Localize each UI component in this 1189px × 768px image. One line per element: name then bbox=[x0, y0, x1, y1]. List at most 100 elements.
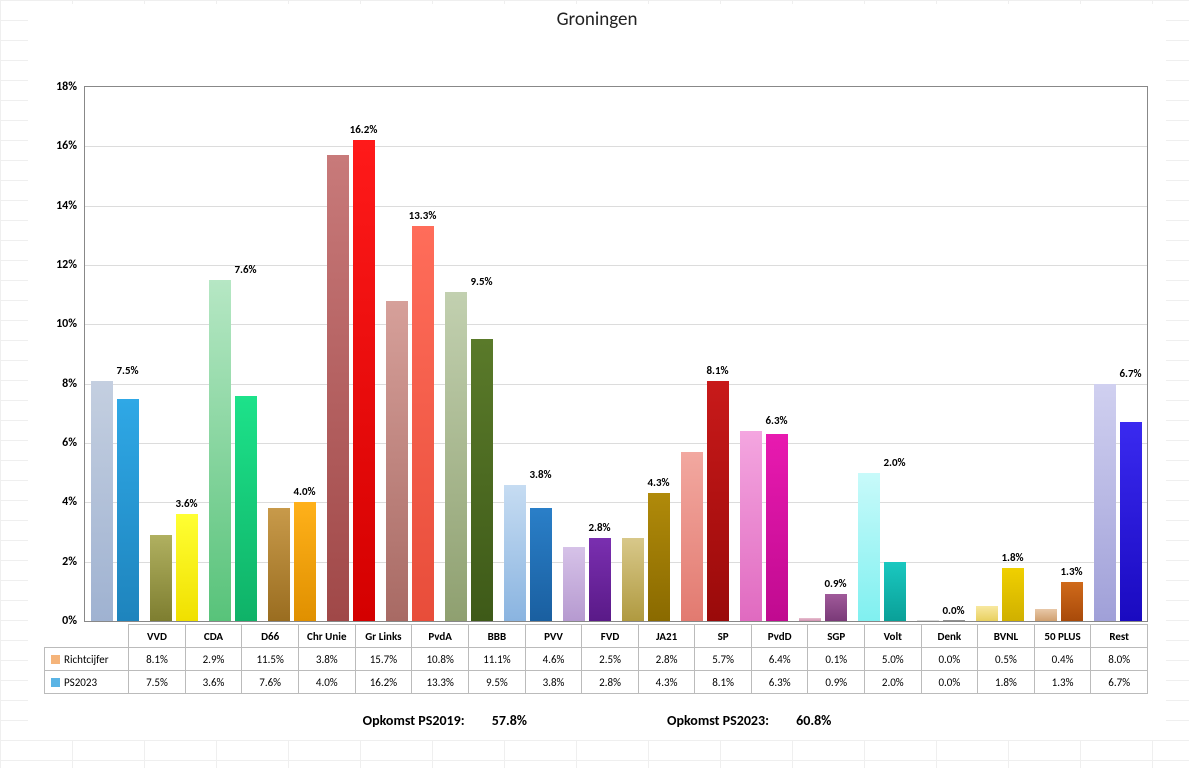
table-cell: 7.6% bbox=[242, 671, 299, 694]
table-cell: 2.9% bbox=[185, 648, 242, 671]
opkomst-2023-value: 60.8% bbox=[796, 712, 831, 729]
table-cell: 4.3% bbox=[638, 671, 695, 694]
table-cell: 7.5% bbox=[129, 671, 186, 694]
table-cell: 1.3% bbox=[1034, 671, 1091, 694]
chart-footer: Opkomst PS2019: 57.8% Opkomst PS2023: 60… bbox=[28, 712, 1166, 736]
y-tick-label: 6% bbox=[62, 436, 85, 450]
y-tick-label: 4% bbox=[62, 495, 85, 509]
table-cell: 13.3% bbox=[412, 671, 469, 694]
opkomst-2023-label: Opkomst PS2023: bbox=[667, 712, 769, 729]
bar-value-label: 2.0% bbox=[883, 456, 905, 469]
table-header-cell: FVD bbox=[582, 625, 639, 648]
table-cell: 10.8% bbox=[412, 648, 469, 671]
table-header-cell: Rest bbox=[1091, 625, 1148, 648]
table-header-cell: BBB bbox=[469, 625, 526, 648]
legend-swatch bbox=[51, 678, 60, 687]
table-cell: 1.8% bbox=[978, 671, 1035, 694]
bar-value-label: 3.8% bbox=[529, 468, 551, 481]
bar-value-label: 9.5% bbox=[470, 275, 492, 288]
bar-value-label: 3.6% bbox=[175, 497, 197, 510]
plot-area: 7.5%3.6%7.6%4.0%16.2%13.3%9.5%3.8%2.8%4.… bbox=[84, 86, 1148, 622]
bar-ps2023 bbox=[176, 514, 198, 621]
table-cell: 3.8% bbox=[299, 648, 356, 671]
bar-value-label: 13.3% bbox=[409, 209, 437, 222]
table-header-cell: Gr Links bbox=[355, 625, 412, 648]
bar-richtcijfer bbox=[681, 452, 703, 621]
table-cell: 3.8% bbox=[525, 671, 582, 694]
table-cell: 4.6% bbox=[525, 648, 582, 671]
bar-value-label: 6.3% bbox=[765, 414, 787, 427]
table-cell: 8.1% bbox=[695, 671, 752, 694]
bar-ps2023 bbox=[353, 140, 375, 621]
table-cell: 0.0% bbox=[921, 671, 978, 694]
bar-richtcijfer bbox=[740, 431, 762, 621]
table-cell: 4.0% bbox=[299, 671, 356, 694]
gridline bbox=[85, 384, 1147, 385]
legend-cell: PS2023 bbox=[45, 671, 129, 694]
table-cell: 2.8% bbox=[638, 648, 695, 671]
table-header-cell: PVV bbox=[525, 625, 582, 648]
bar-richtcijfer bbox=[1094, 384, 1116, 621]
gridline bbox=[85, 324, 1147, 325]
table-cell: 5.7% bbox=[695, 648, 752, 671]
y-tick-label: 8% bbox=[62, 377, 85, 391]
y-tick-label: 10% bbox=[56, 317, 85, 331]
table-cell: 9.5% bbox=[469, 671, 526, 694]
bar-richtcijfer bbox=[268, 508, 290, 621]
chart-container: Groningen 7.5%3.6%7.6%4.0%16.2%13.3%9.5%… bbox=[28, 4, 1166, 740]
bar-value-label: 1.8% bbox=[1001, 551, 1023, 564]
table-header-cell: JA21 bbox=[638, 625, 695, 648]
table-header-cell: CDA bbox=[185, 625, 242, 648]
bar-richtcijfer bbox=[622, 538, 644, 621]
bar-richtcijfer bbox=[563, 547, 585, 621]
table-cell: 0.0% bbox=[921, 648, 978, 671]
table-header-cell: Denk bbox=[921, 625, 978, 648]
bar-ps2023 bbox=[412, 226, 434, 621]
table-cell: 2.5% bbox=[582, 648, 639, 671]
table-cell: 0.9% bbox=[808, 671, 865, 694]
bar-ps2023 bbox=[884, 562, 906, 621]
legend-cell: Richtcijfer bbox=[45, 648, 129, 671]
bar-ps2023 bbox=[766, 434, 788, 621]
bar-richtcijfer bbox=[976, 606, 998, 621]
table-corner bbox=[45, 625, 129, 648]
bar-ps2023 bbox=[294, 502, 316, 621]
table-cell: 11.5% bbox=[242, 648, 299, 671]
bar-ps2023 bbox=[943, 620, 965, 621]
bar-richtcijfer bbox=[327, 155, 349, 621]
table-cell: 5.0% bbox=[865, 648, 922, 671]
bars-layer: 7.5%3.6%7.6%4.0%16.2%13.3%9.5%3.8%2.8%4.… bbox=[85, 87, 1147, 621]
table-cell: 11.1% bbox=[469, 648, 526, 671]
gridline bbox=[85, 206, 1147, 207]
bar-value-label: 1.3% bbox=[1060, 565, 1082, 578]
table-cell: 6.3% bbox=[751, 671, 808, 694]
bar-ps2023 bbox=[471, 339, 493, 621]
table-header-cell: Chr Unie bbox=[299, 625, 356, 648]
bar-value-label: 8.1% bbox=[706, 364, 728, 377]
bar-richtcijfer bbox=[1035, 609, 1057, 621]
bar-richtcijfer bbox=[799, 618, 821, 621]
bar-value-label: 7.5% bbox=[116, 364, 138, 377]
bar-richtcijfer bbox=[150, 535, 172, 621]
bar-ps2023 bbox=[1120, 422, 1142, 621]
opkomst-2019: Opkomst PS2019: 57.8% bbox=[363, 712, 527, 736]
chart-title: Groningen bbox=[28, 4, 1166, 40]
legend-swatch bbox=[51, 655, 60, 664]
data-table: VVDCDAD66Chr UnieGr LinksPvdABBBPVVFVDJA… bbox=[44, 624, 1148, 694]
table-header-cell: PvdA bbox=[412, 625, 469, 648]
table-cell: 8.0% bbox=[1091, 648, 1148, 671]
bar-ps2023 bbox=[648, 493, 670, 621]
y-tick-label: 14% bbox=[56, 199, 85, 213]
table-cell: 0.5% bbox=[978, 648, 1035, 671]
table-cell: 2.8% bbox=[582, 671, 639, 694]
bar-richtcijfer bbox=[858, 473, 880, 621]
bar-richtcijfer bbox=[386, 301, 408, 621]
bar-value-label: 4.0% bbox=[293, 485, 315, 498]
bar-value-label: 7.6% bbox=[234, 263, 256, 276]
bar-ps2023 bbox=[235, 396, 257, 621]
y-tick-label: 12% bbox=[56, 258, 85, 272]
y-tick-label: 2% bbox=[62, 555, 85, 569]
table-header-cell: D66 bbox=[242, 625, 299, 648]
table-header-cell: PvdD bbox=[751, 625, 808, 648]
table-header-cell: Volt bbox=[865, 625, 922, 648]
